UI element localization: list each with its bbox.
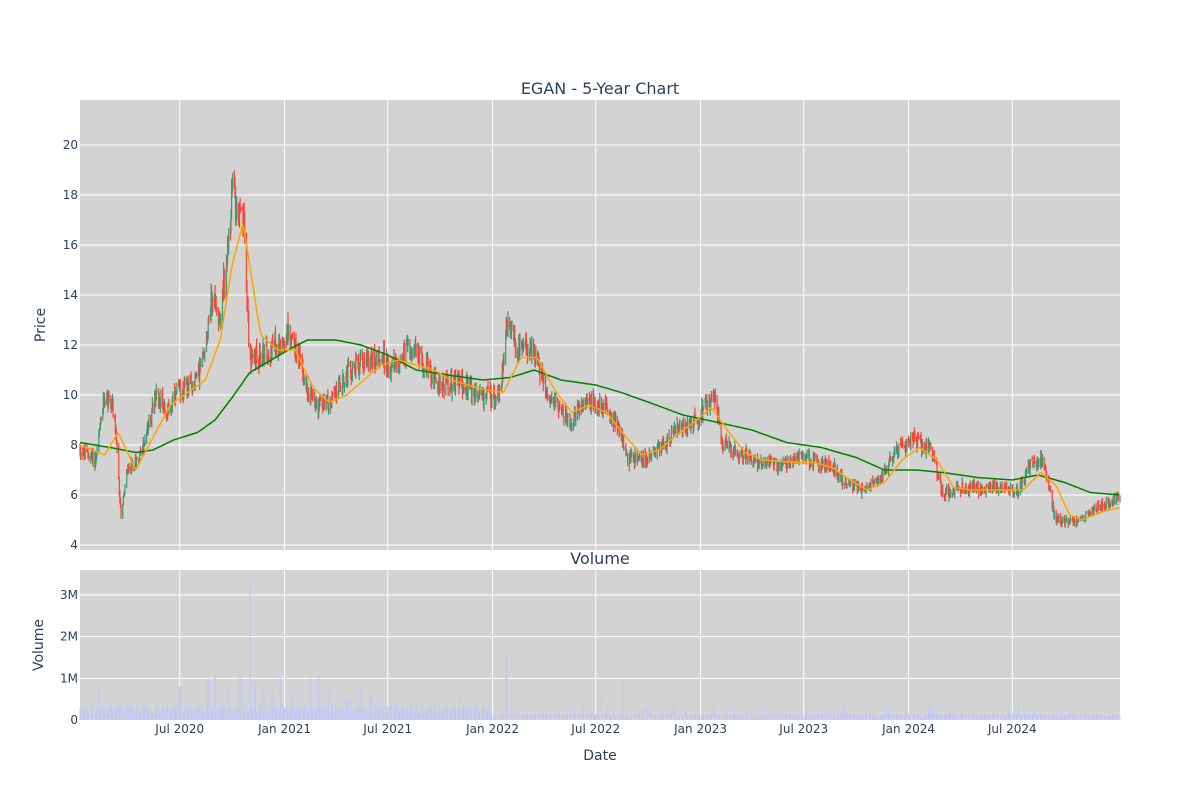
volume-y-tick-label: 3M [60,588,78,602]
price-y-tick-label: 4 [70,538,78,552]
date-x-tick-label: Jul 2024 [987,722,1037,736]
volume-y-tick-label: 1M [60,671,78,685]
volume-plot-background [80,570,1120,720]
short-moving-average-line [79,222,1120,521]
price-y-tick-label: 16 [63,238,78,252]
price-y-tick-label: 8 [70,438,78,452]
volume-y-tick-label: 2M [60,630,78,644]
price-y-axis-label: Price [33,308,49,342]
date-x-tick-label: Jan 2023 [673,722,727,736]
date-x-tick-label: Jan 2022 [465,722,519,736]
date-x-tick-label: Jul 2023 [778,722,828,736]
volume-y-tick-label: 0 [70,713,78,727]
volume-chart-title: Volume [570,549,630,568]
volume-bars [79,578,1121,720]
price-candlesticks [79,170,1121,529]
price-y-tick-label: 12 [63,338,78,352]
price-y-tick-label: 10 [63,388,78,402]
date-x-tick-label: Jul 2022 [570,722,620,736]
volume-y-ticks: 0 1M 2M 3M [60,588,78,727]
date-x-ticks: Jul 2020 Jan 2021 Jul 2021 Jan 2022 Jul 2022… [154,722,1036,736]
date-x-tick-label: Jul 2021 [362,722,412,736]
price-y-tick-label: 6 [70,488,78,502]
date-x-tick-label: Jul 2020 [154,722,204,736]
long-moving-average-line [79,339,1120,496]
volume-y-axis-label: Volume [31,619,47,671]
moving-averages [79,222,1120,521]
price-chart-title: EGAN - 5-Year Chart [521,79,679,98]
price-y-tick-label: 20 [63,138,78,152]
volume-gridlines [80,570,1120,721]
date-x-axis-label: Date [583,748,616,764]
date-x-tick-label: Jan 2024 [881,722,935,736]
price-y-tick-label: 14 [63,288,78,302]
price-y-ticks: 4 6 8 10 12 14 16 18 20 [63,138,78,552]
price-plot-background [80,100,1120,550]
date-x-tick-label: Jan 2021 [257,722,311,736]
price-y-tick-label: 18 [63,188,78,202]
